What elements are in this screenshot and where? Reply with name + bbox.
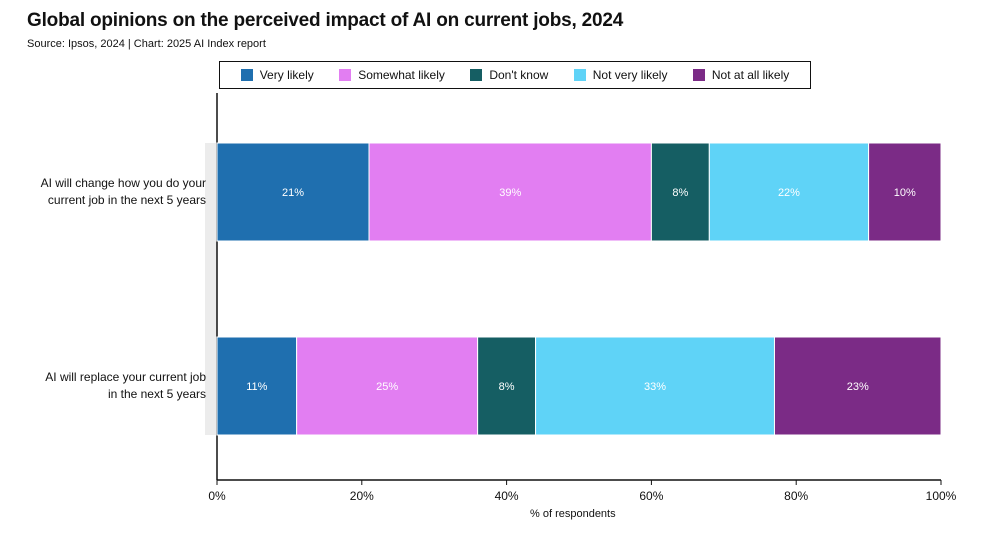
legend-swatch xyxy=(240,69,253,81)
bar-segment xyxy=(216,336,298,436)
legend-label: Not at all likely xyxy=(711,68,790,82)
y-category-label: AI will replace your current job in the n… xyxy=(16,369,206,403)
legend-label: Don't know xyxy=(489,68,549,82)
x-tick-label: 0% xyxy=(208,489,226,503)
legend-swatch xyxy=(339,69,352,81)
legend-item: Not at all likely xyxy=(692,68,790,82)
legend-swatch xyxy=(692,69,705,81)
bar-data-label: 10% xyxy=(894,187,916,199)
x-tick-label: 60% xyxy=(639,489,664,503)
bar-data-label: 39% xyxy=(499,187,521,199)
y-category-label-line: in the next 5 years xyxy=(107,387,206,401)
legend-swatch xyxy=(573,69,586,81)
bar-segment xyxy=(535,336,775,436)
chart-legend: Very likely Somewhat likely Don't know Not … xyxy=(219,61,811,89)
bar-segment xyxy=(650,142,710,242)
bar-segment xyxy=(477,336,537,436)
y-category-label-line: current job in the next 5 years xyxy=(47,193,206,207)
bar-segment xyxy=(708,142,870,242)
x-axis-title: % of respondents xyxy=(530,508,616,520)
legend-item: Not very likely xyxy=(573,68,668,82)
bar-segment xyxy=(773,336,942,436)
legend-label: Not very likely xyxy=(592,68,668,82)
bar-data-label: 11% xyxy=(246,381,267,393)
legend-item: Very likely xyxy=(240,68,314,82)
x-tick-label: 100% xyxy=(925,489,957,503)
bar-segment xyxy=(216,142,370,242)
bar-data-label: 8% xyxy=(499,381,515,393)
legend-swatch xyxy=(470,69,483,81)
legend-label: Somewhat likely xyxy=(358,68,445,82)
x-tick-label: 40% xyxy=(494,489,519,503)
bar-segment xyxy=(368,142,652,242)
bar-data-label: 22% xyxy=(778,187,800,199)
bar-data-label: 33% xyxy=(644,381,666,393)
bar-data-label: 23% xyxy=(847,381,869,393)
bar-segment xyxy=(296,336,479,436)
bar-data-label: 8% xyxy=(672,187,688,199)
x-tick-label: 80% xyxy=(784,489,809,503)
chart-subtitle: Source: Ipsos, 2024 | Chart: 2025 AI Ind… xyxy=(27,38,266,50)
legend-item: Don't know xyxy=(470,68,548,82)
bar-data-label: 25% xyxy=(376,381,398,393)
bar-segment xyxy=(868,142,942,242)
y-category-label-line: AI will change how you do your xyxy=(40,176,206,190)
legend-item: Somewhat likely xyxy=(339,68,445,82)
x-tick-label: 20% xyxy=(349,489,374,503)
legend-label: Very likely xyxy=(259,68,314,82)
label-background xyxy=(205,143,217,435)
y-category-label: AI will change how you do your current jo… xyxy=(16,175,206,209)
bar-data-label: 21% xyxy=(282,187,304,199)
chart-title: Global opinions on the perceived impact … xyxy=(27,10,624,31)
y-category-label-line: AI will replace your current job xyxy=(45,370,206,384)
